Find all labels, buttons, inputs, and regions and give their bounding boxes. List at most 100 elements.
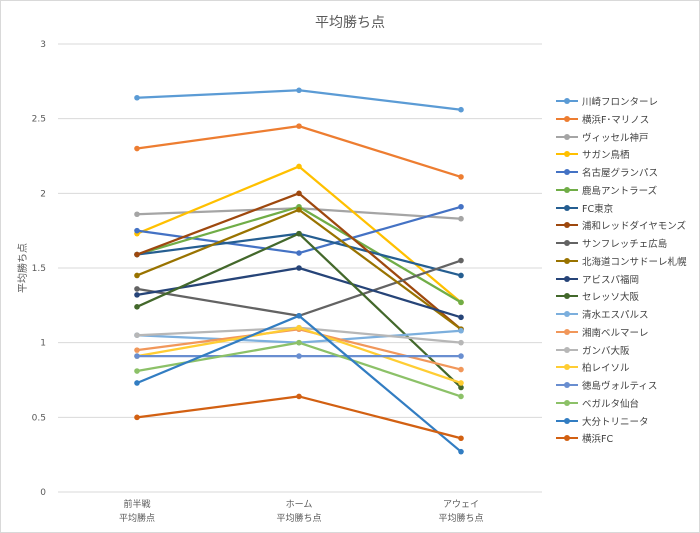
legend-label: ベガルタ仙台 [582, 398, 640, 410]
series-lines [134, 87, 464, 455]
data-point [296, 339, 302, 346]
data-point [134, 292, 140, 298]
legend-label: セレッソ大阪 [582, 292, 640, 304]
legend-label: 川崎フロンターレ [582, 97, 659, 108]
data-point [458, 257, 464, 264]
legend-swatch [556, 96, 578, 106]
legend-swatch [556, 238, 578, 248]
data-point [458, 366, 464, 373]
legend-swatch [556, 380, 578, 390]
y-tick-label: 1.5 [32, 264, 46, 274]
x-tick-label: ホーム平均勝ち点 [276, 499, 321, 524]
legend-label: 柏レイソル [582, 363, 630, 375]
data-point [458, 353, 464, 359]
data-point [458, 384, 464, 391]
data-point [296, 250, 302, 256]
data-point [458, 327, 464, 334]
legend-swatch [556, 274, 578, 284]
legend-item: サンフレッチェ広島 [556, 234, 696, 252]
legend-swatch [556, 309, 578, 319]
data-point [458, 448, 464, 455]
x-axis-ticks: 前半戦平均勝点 ホーム平均勝ち点 アウェイ平均勝ち点 [119, 498, 484, 524]
series-19 [134, 312, 464, 455]
legend-label: サガン鳥栖 [582, 150, 630, 162]
data-point [458, 380, 464, 386]
legend-swatch [556, 433, 578, 443]
legend-swatch [556, 327, 578, 337]
legend-item: 北海道コンサドーレ札幌 [556, 252, 696, 270]
series-line [136, 89, 462, 111]
legend-swatch [556, 256, 578, 266]
data-point [458, 393, 464, 400]
data-point [296, 123, 302, 129]
legend-item: ヴィッセル神戸 [556, 128, 696, 146]
y-tick-label: 2.5 [32, 115, 46, 125]
legend-swatch [556, 203, 578, 213]
data-point [458, 106, 464, 113]
data-point [134, 272, 140, 279]
data-point [134, 251, 140, 258]
legend-swatch [556, 167, 578, 177]
legend-label: 横浜FC [582, 434, 614, 446]
data-point [134, 332, 140, 339]
data-point [134, 368, 140, 374]
legend-swatch [556, 149, 578, 159]
legend-item: 横浜F･マリノス [556, 110, 696, 128]
legend-label: サンフレッチェ広島 [582, 239, 668, 250]
data-point [134, 347, 140, 353]
legend-label: 名古屋グランパス [582, 168, 659, 179]
data-point [458, 299, 464, 306]
series-line [136, 341, 462, 398]
legend-item: ベガルタ仙台 [556, 394, 696, 412]
data-point [296, 324, 302, 331]
series-11 [134, 265, 464, 321]
data-point [296, 163, 302, 170]
chart-title: 平均勝ち点 [315, 15, 385, 31]
legend-swatch [556, 185, 578, 195]
data-point [458, 314, 464, 321]
data-point [134, 286, 140, 292]
legend-item: アビスパ福岡 [556, 270, 696, 288]
data-point [134, 380, 140, 386]
legend-item: FC東京 [556, 199, 696, 217]
data-point [458, 272, 464, 279]
legend-item: 大分トリニータ [556, 412, 696, 430]
legend-label: ヴィッセル神戸 [582, 132, 649, 144]
data-point [134, 145, 140, 152]
data-point [134, 94, 140, 101]
data-point [296, 206, 302, 213]
legend-item: ガンバ大阪 [556, 341, 696, 359]
series-1 [134, 87, 464, 113]
series-20 [134, 393, 464, 442]
series-line [136, 314, 462, 453]
series-line [136, 125, 462, 178]
data-point [134, 211, 140, 218]
y-tick-label: 2 [40, 189, 46, 199]
legend-item: 浦和レッドダイヤモンズ [556, 216, 696, 234]
data-point [296, 393, 302, 400]
legend-swatch [556, 132, 578, 142]
data-point [458, 174, 464, 180]
y-axis-ticks: 0 0.5 1 1.5 2 2.5 3 [32, 40, 47, 498]
legend-item: 横浜FC [556, 429, 696, 447]
legend-swatch [556, 398, 578, 408]
legend-label: FC東京 [582, 203, 614, 215]
y-tick-label: 0 [40, 488, 46, 498]
data-point [134, 414, 140, 421]
legend-item: サガン鳥栖 [556, 145, 696, 163]
legend-label: 湘南ベルマーレ [582, 327, 649, 339]
y-tick-label: 1 [40, 339, 46, 349]
y-tick-label: 3 [40, 40, 46, 50]
legend-item: 川崎フロンターレ [556, 92, 696, 110]
legend-swatch [556, 362, 578, 372]
data-point [296, 353, 302, 359]
legend-label: 大分トリニータ [582, 416, 649, 428]
legend-swatch [556, 416, 578, 426]
data-point [296, 190, 302, 197]
data-point [296, 312, 302, 319]
series-2 [134, 123, 464, 180]
data-point [134, 353, 140, 359]
data-point [134, 227, 140, 234]
